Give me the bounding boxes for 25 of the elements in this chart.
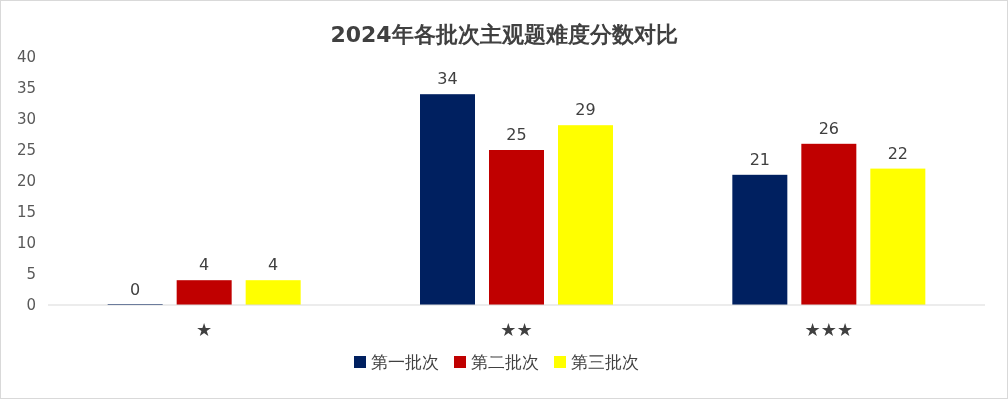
y-tick-label: 10 — [16, 234, 36, 252]
data-label: 4 — [199, 255, 210, 275]
y-tick-label: 5 — [26, 265, 36, 283]
data-label: 25 — [506, 125, 527, 144]
legend-label: 第三批次 — [571, 352, 639, 372]
data-label: 29 — [575, 100, 596, 120]
x-tick-label: ★ — [196, 319, 213, 340]
y-tick-label: 25 — [16, 141, 36, 159]
y-tick-label: 15 — [16, 203, 36, 221]
data-label: 34 — [437, 69, 458, 89]
chart-title: 2024年各批次主观题难度分数对比 — [330, 22, 678, 47]
y-tick-label: 40 — [16, 48, 36, 66]
data-label: 21 — [749, 149, 771, 169]
legend-label: 第二批次 — [471, 352, 539, 372]
x-tick-label: ★★ — [500, 319, 533, 340]
data-label: 0 — [130, 280, 141, 299]
y-tick-label: 30 — [16, 110, 36, 128]
data-label: 4 — [268, 255, 279, 275]
y-tick-label: 20 — [16, 172, 36, 190]
legend-label: 第一批次 — [371, 352, 439, 372]
y-tick-label: 35 — [16, 79, 36, 97]
data-label: 26 — [818, 118, 840, 138]
y-tick-label: 0 — [26, 296, 36, 314]
data-label: 22 — [887, 143, 909, 163]
x-tick-label: ★★★ — [804, 319, 854, 340]
